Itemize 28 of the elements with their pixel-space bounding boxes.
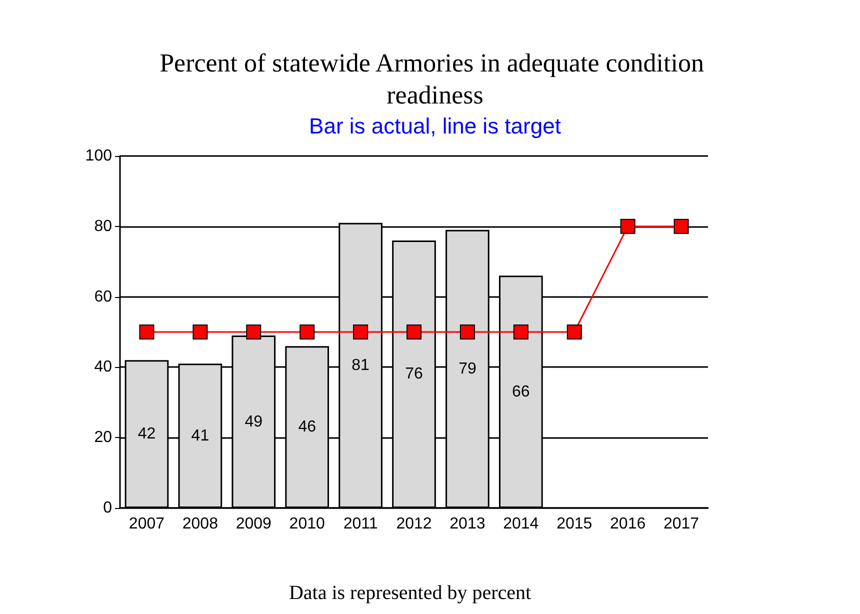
x-tick-label: 2014 [503, 516, 539, 532]
x-tick-label: 2017 [663, 516, 700, 532]
y-tick-label: 0 [103, 500, 112, 516]
data-label: 42 [138, 426, 156, 443]
x-tick-label: 2008 [182, 516, 218, 532]
data-label: 41 [191, 427, 210, 444]
y-tick-label: 100 [85, 148, 112, 164]
y-tick-label: 80 [94, 218, 112, 235]
data-label: 49 [244, 413, 263, 430]
data-label: 79 [458, 360, 476, 378]
x-tick-label: 2016 [610, 516, 646, 532]
x-tick-label: 2013 [450, 516, 486, 532]
chart-title: Percent of statewide Armories in adequate condition readiness [160, 48, 710, 110]
chart-subtitle: Bar is actual, line is target [309, 114, 561, 138]
y-tick-label: 60 [94, 288, 112, 306]
x-tick-label: 2011 [343, 516, 378, 532]
data-label: 81 [352, 356, 370, 374]
data-label: 76 [405, 366, 423, 383]
data-label: 66 [512, 383, 530, 400]
x-tick-label: 2007 [128, 516, 165, 532]
y-tick-label: 40 [94, 358, 112, 376]
data-label: 46 [298, 418, 316, 436]
x-tick-label: 2012 [396, 516, 432, 532]
x-tick-label: 2009 [236, 516, 272, 532]
text: Data is represented by percent [288, 582, 532, 604]
x-tick-label: 2015 [556, 516, 592, 532]
y-tick-label: 20 [94, 429, 112, 446]
x-tick-label: 2010 [289, 516, 325, 532]
